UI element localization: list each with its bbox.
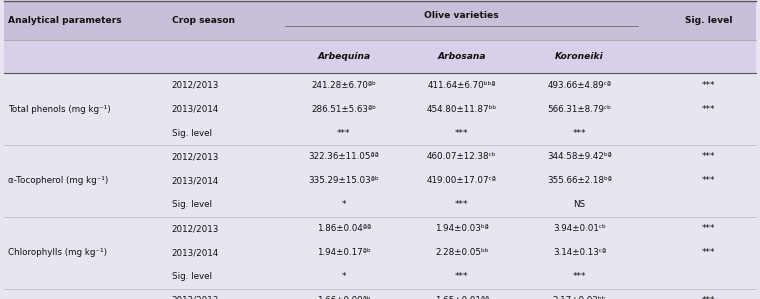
Text: 241.28±6.70ªᵇ: 241.28±6.70ªᵇ [312, 81, 376, 90]
Text: 286.51±5.63ªᵇ: 286.51±5.63ªᵇ [312, 105, 376, 114]
Text: 566.31±8.79ᶜᵇ: 566.31±8.79ᶜᵇ [547, 105, 612, 114]
Bar [4, 40, 756, 73]
Text: ***: *** [702, 81, 715, 90]
Text: *: * [342, 272, 346, 281]
Text: α-Tocopherol (mg kg⁻¹): α-Tocopherol (mg kg⁻¹) [8, 176, 109, 185]
Text: 355.66±2.18ᵇª: 355.66±2.18ᵇª [547, 176, 612, 185]
Text: 2012/2013: 2012/2013 [172, 296, 219, 299]
Text: 2013/2014: 2013/2014 [172, 105, 219, 114]
Text: Arbequina: Arbequina [318, 52, 370, 61]
Text: 1.86±0.04ªª: 1.86±0.04ªª [317, 224, 371, 233]
Text: 3.94±0.01ᶜᵇ: 3.94±0.01ᶜᵇ [553, 224, 606, 233]
Text: ***: *** [702, 152, 715, 161]
Text: Analytical parameters: Analytical parameters [8, 16, 122, 25]
Text: ***: *** [702, 176, 715, 185]
Text: 2.17±0.02ᵇᵇ: 2.17±0.02ᵇᵇ [553, 296, 606, 299]
Text: 419.00±17.07ᶜª: 419.00±17.07ᶜª [427, 176, 496, 185]
Text: Olive varieties: Olive varieties [424, 10, 499, 20]
Text: 322.36±11.05ªª: 322.36±11.05ªª [309, 152, 379, 161]
Text: 2012/2013: 2012/2013 [172, 81, 219, 90]
Text: Sig. level: Sig. level [172, 200, 212, 209]
Text: Sig. level: Sig. level [172, 272, 212, 281]
Text: Sig. level: Sig. level [685, 16, 733, 25]
Text: Chlorophylls (mg kg⁻¹): Chlorophylls (mg kg⁻¹) [8, 248, 107, 257]
Text: Arbosana: Arbosana [438, 52, 486, 61]
Text: *: * [342, 200, 346, 209]
Text: ***: *** [702, 248, 715, 257]
Text: Koroneiki: Koroneiki [555, 52, 604, 61]
Bar [4, 1, 756, 40]
Text: 2.28±0.05ᵇᵇ: 2.28±0.05ᵇᵇ [435, 248, 489, 257]
Text: ***: *** [573, 129, 586, 138]
Text: 1.66±0.09ªᵇ: 1.66±0.09ªᵇ [317, 296, 371, 299]
Text: 1.94±0.17ªᵇ: 1.94±0.17ªᵇ [317, 248, 371, 257]
Text: ***: *** [702, 296, 715, 299]
Text: 2012/2013: 2012/2013 [172, 152, 219, 161]
Text: 460.07±12.38ᶜᵇ: 460.07±12.38ᶜᵇ [427, 152, 496, 161]
Text: 454.80±11.87ᵇᵇ: 454.80±11.87ᵇᵇ [426, 105, 497, 114]
Text: 1.65±0.01ªª: 1.65±0.01ªª [435, 296, 489, 299]
Text: 2012/2013: 2012/2013 [172, 224, 219, 233]
Text: 344.58±9.42ᵇª: 344.58±9.42ᵇª [547, 152, 612, 161]
Text: Crop season: Crop season [172, 16, 235, 25]
Text: 2013/2014: 2013/2014 [172, 248, 219, 257]
Text: ***: *** [455, 272, 468, 281]
Text: 493.66±4.89ᶜª: 493.66±4.89ᶜª [547, 81, 612, 90]
Text: 2013/2014: 2013/2014 [172, 176, 219, 185]
Text: ***: *** [455, 129, 468, 138]
Text: 335.29±15.03ªᵇ: 335.29±15.03ªᵇ [309, 176, 379, 185]
Text: 3.14±0.13ᶜª: 3.14±0.13ᶜª [553, 248, 606, 257]
Text: ***: *** [455, 200, 468, 209]
Text: ***: *** [573, 272, 586, 281]
Text: ***: *** [702, 105, 715, 114]
Text: ***: *** [702, 224, 715, 233]
Text: NS: NS [574, 200, 585, 209]
Text: Sig. level: Sig. level [172, 129, 212, 138]
Text: 411.64±6.70ᵇᵇª: 411.64±6.70ᵇᵇª [428, 81, 496, 90]
Text: 1.94±0.03ᵇª: 1.94±0.03ᵇª [435, 224, 489, 233]
Text: ***: *** [337, 129, 350, 138]
Text: Total phenols (mg kg⁻¹): Total phenols (mg kg⁻¹) [8, 105, 111, 114]
